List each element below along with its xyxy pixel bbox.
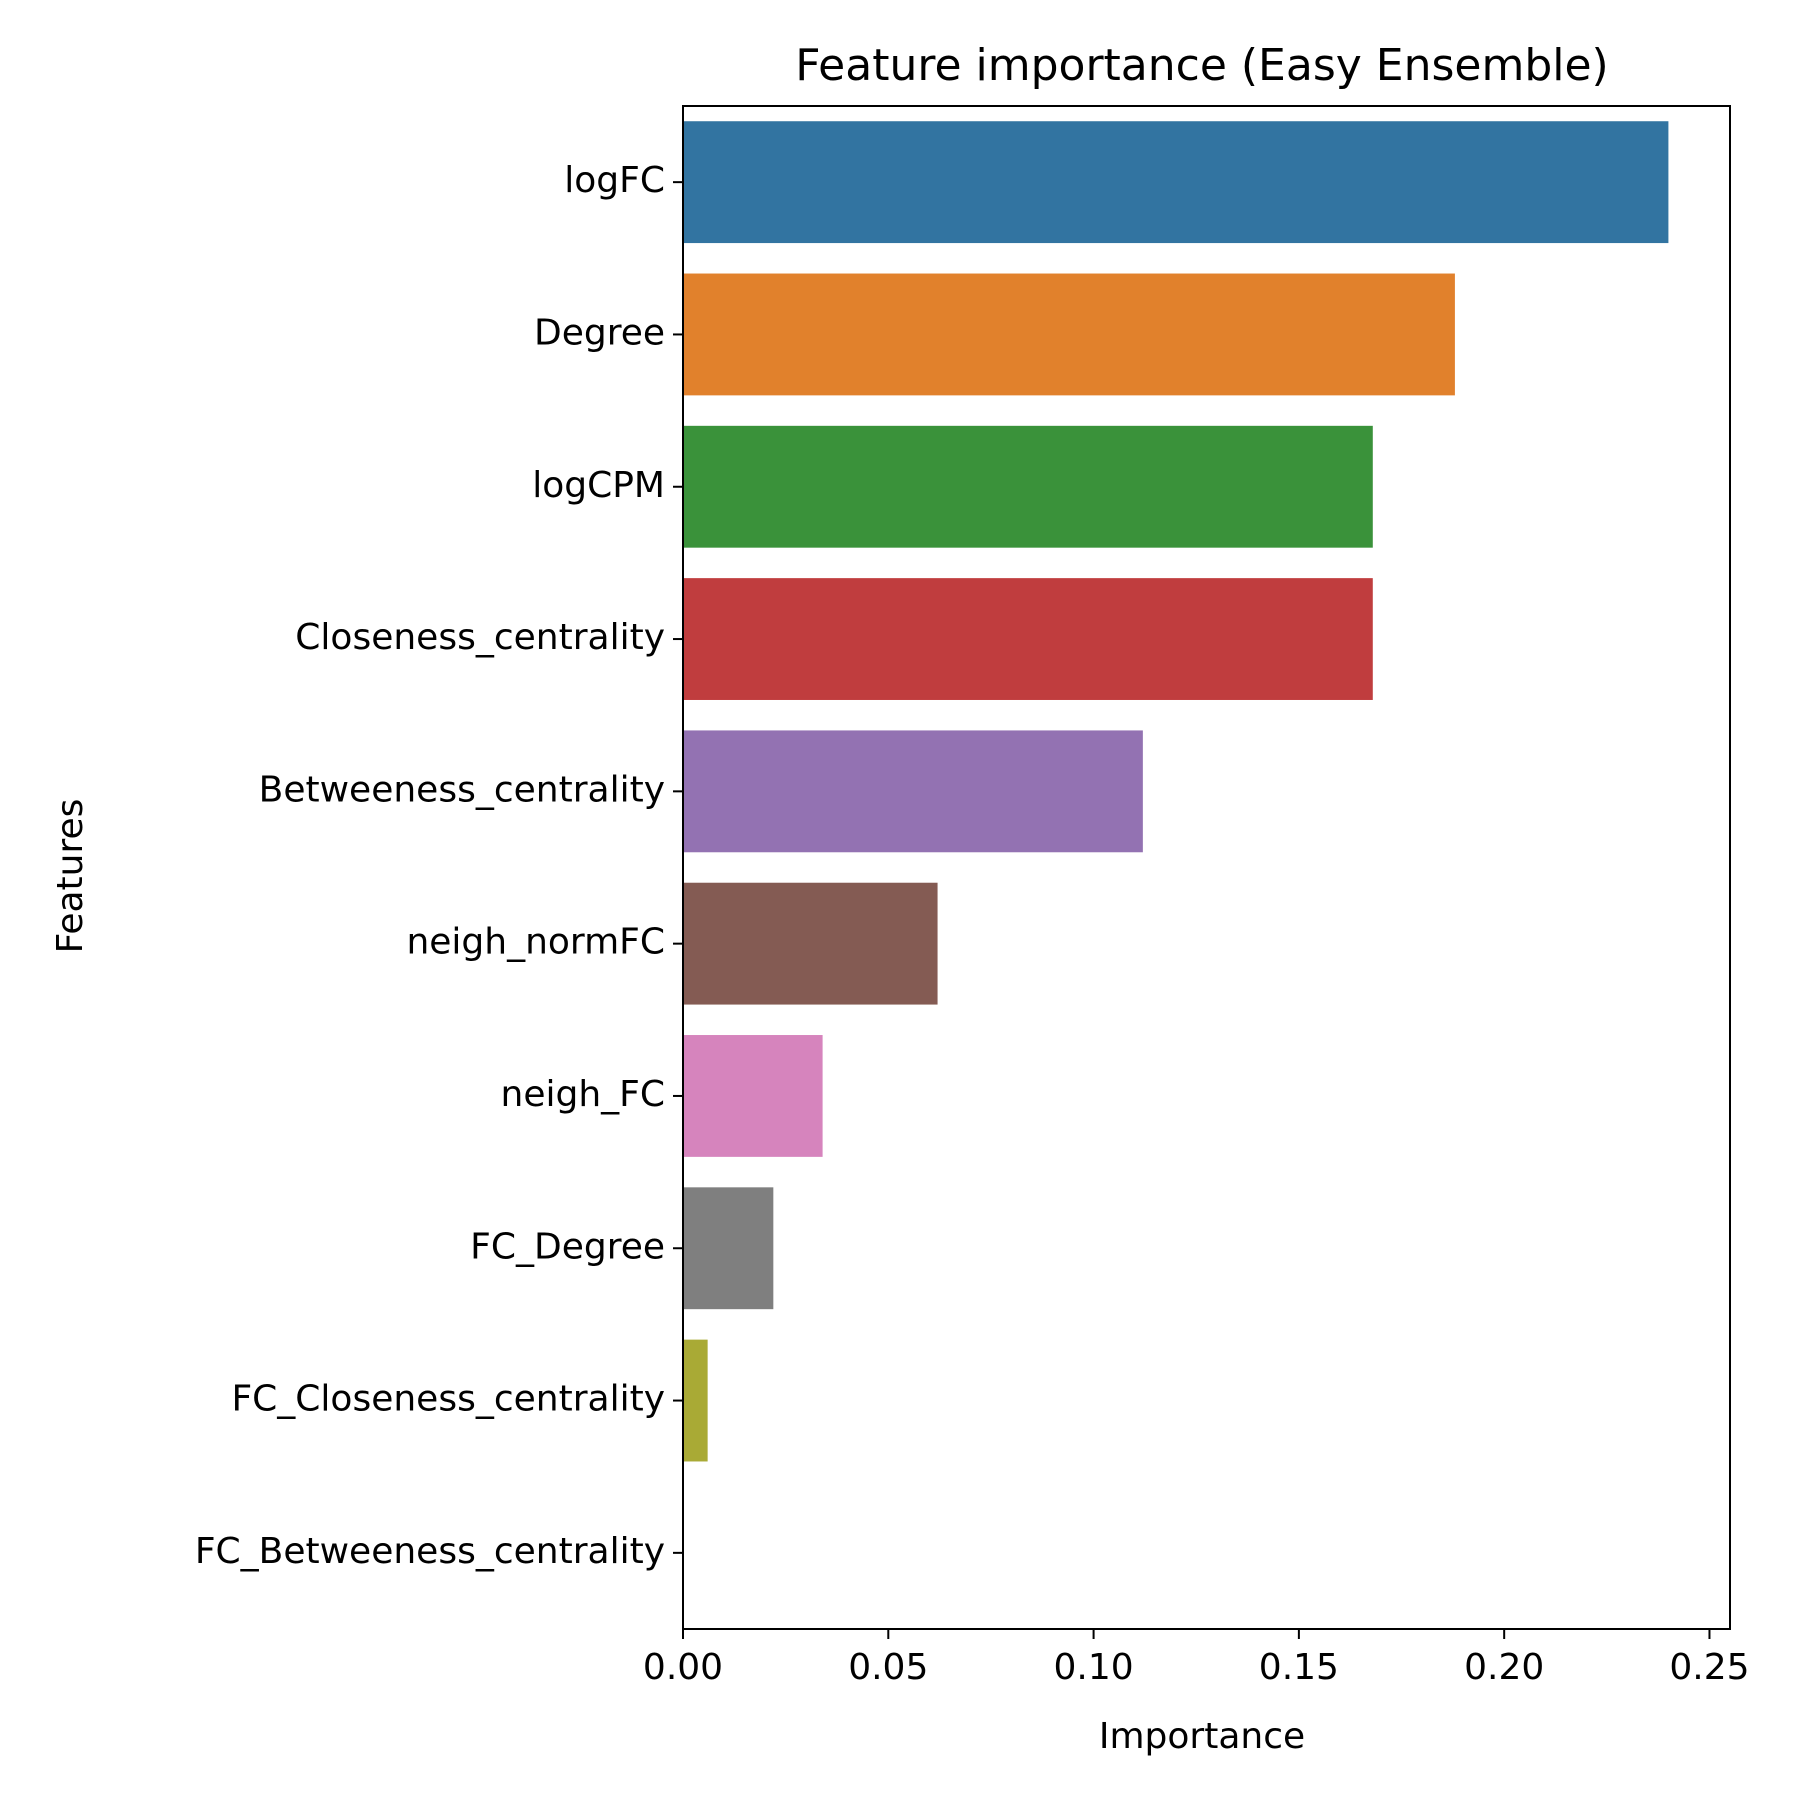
bar-fc-closeness-centrality — [683, 1339, 708, 1462]
bar-neigh-normfc — [683, 882, 938, 1005]
y-tick-label: neigh_FC — [501, 1074, 665, 1115]
bar-logcpm — [683, 425, 1373, 548]
x-tick-label: 0.20 — [1464, 1647, 1544, 1688]
x-tick-label: 0.05 — [848, 1647, 928, 1688]
bar-degree — [683, 273, 1455, 396]
bar-closeness-centrality — [683, 578, 1373, 700]
bars-group — [683, 121, 1669, 1462]
x-tick-label: 0.10 — [1054, 1647, 1134, 1688]
y-axis-label: Features — [50, 799, 91, 954]
x-tick-label: 0.15 — [1259, 1647, 1339, 1688]
y-tick-label: Betweeness_centrality — [259, 769, 665, 810]
bar-neigh-fc — [683, 1035, 823, 1157]
x-tick-label: 0.00 — [643, 1647, 723, 1688]
y-tick-label: logFC — [564, 160, 665, 201]
y-tick-label: FC_Betweeness_centrality — [195, 1531, 665, 1572]
bar-logfc — [683, 121, 1669, 244]
y-tick-label: FC_Degree — [470, 1226, 665, 1267]
y-tick-label: Closeness_centrality — [295, 617, 665, 658]
plot-frame — [682, 105, 1731, 1630]
bar-fc-degree — [683, 1187, 774, 1310]
y-tick-label: FC_Closeness_centrality — [231, 1379, 665, 1420]
y-tick-label: logCPM — [532, 465, 665, 506]
x-tick-label: 0.25 — [1669, 1647, 1749, 1688]
chart-title: Feature importance (Easy Ensemble) — [795, 40, 1608, 91]
ticks-group: logFC Degree logCPM Closeness_centrality Bet… — [195, 160, 1750, 1688]
x-axis-label: Importance — [1099, 1716, 1305, 1757]
y-tick-label: Degree — [534, 312, 665, 353]
bar-betweeness-centrality — [683, 730, 1143, 853]
y-tick-label: neigh_normFC — [406, 922, 665, 963]
